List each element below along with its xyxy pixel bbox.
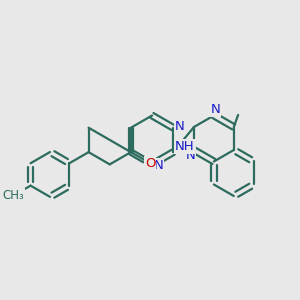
Text: O: O bbox=[145, 157, 155, 170]
Text: N: N bbox=[154, 159, 163, 172]
Text: CH₃: CH₃ bbox=[3, 189, 25, 202]
Text: N: N bbox=[186, 149, 195, 162]
Text: N: N bbox=[210, 103, 220, 116]
Text: N: N bbox=[175, 120, 184, 133]
Text: NH: NH bbox=[175, 140, 195, 153]
